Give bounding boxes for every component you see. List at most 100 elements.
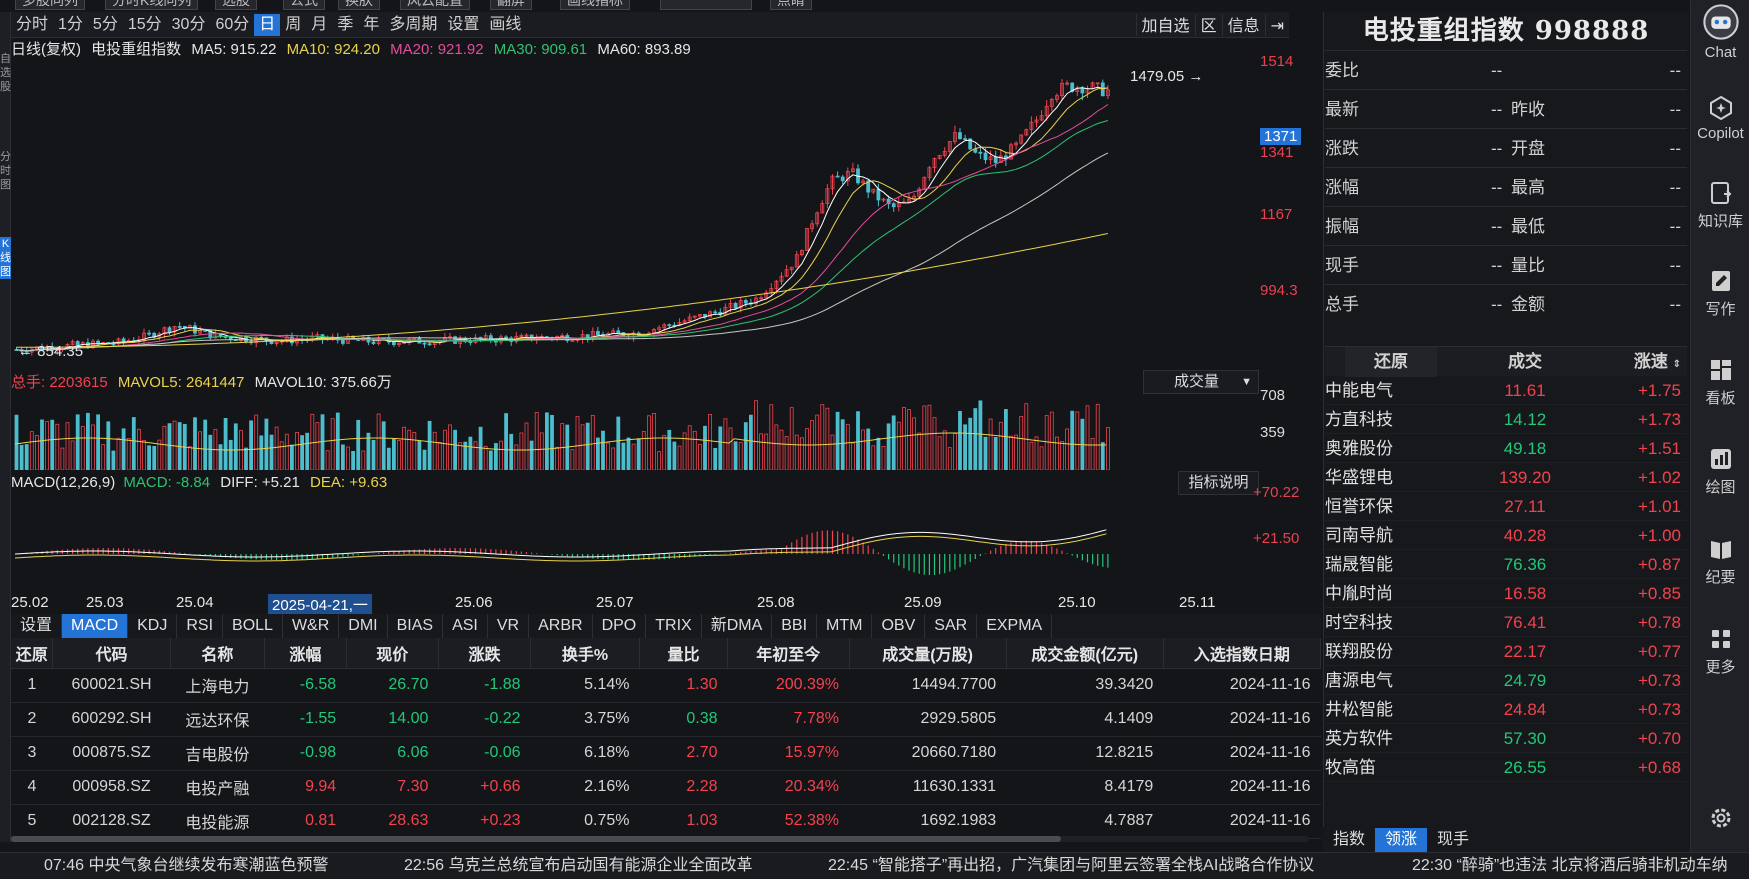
sidebar-chat[interactable]: Chat <box>1691 4 1749 61</box>
sidebar-dashboard[interactable]: 看板 <box>1691 357 1749 408</box>
tab-index[interactable]: 指数 <box>1333 831 1366 848</box>
column-header[interactable]: 涨跌 <box>438 638 532 669</box>
table-row[interactable]: 2 600292.SH 远达环保 -1.55 14.00 -0.22 3.75% 0.38 7.… <box>11 702 1321 737</box>
restore-column-header[interactable]: 还原 <box>1345 347 1437 377</box>
split-kline-button[interactable]: 分时K线同列 <box>105 0 199 10</box>
speed-column-header[interactable]: 涨速 ⇕ <box>1634 347 1681 380</box>
candlestick-chart[interactable] <box>11 60 1259 370</box>
left-tab-watchlist[interactable]: 自选股 <box>0 53 11 93</box>
period-month[interactable]: 月 <box>311 15 328 33</box>
column-header[interactable]: 入选指数日期 <box>1163 638 1322 669</box>
multi-stock-button[interactable]: 多股同列 <box>15 0 85 10</box>
volume-chart[interactable] <box>11 392 1259 470</box>
info-button[interactable]: 信息 <box>1221 14 1265 36</box>
sidebar-draw[interactable]: 绘图 <box>1691 446 1749 497</box>
column-header[interactable]: 代码 <box>52 638 171 669</box>
tab-leaders[interactable]: 领涨 <box>1375 828 1428 852</box>
indicator-tab[interactable]: ARBR <box>529 614 593 638</box>
indicator-tab[interactable]: MTM <box>817 614 873 638</box>
leader-row[interactable]: 瑞晟智能 76.36 +0.87 <box>1325 550 1687 579</box>
table-row[interactable]: 1 600021.SH 上海电力 -6.58 26.70 -1.88 5.14% 1.30 20… <box>11 668 1321 703</box>
period-day[interactable]: 日 <box>254 13 281 36</box>
indicator-tab[interactable]: DPO <box>593 614 647 638</box>
macd-chart[interactable] <box>11 492 1259 592</box>
trade-column-header[interactable]: 成交 <box>1508 352 1542 371</box>
indicator-tab[interactable]: 新DMA <box>702 614 773 638</box>
news-item[interactable]: 22:30 “醉骑”也违法 北京将酒后骑非机动车纳 <box>1412 857 1728 874</box>
dropdown-button[interactable] <box>660 0 752 10</box>
sidebar-write[interactable]: 写作 <box>1691 268 1749 319</box>
stock-picker-button[interactable]: 选股 <box>215 0 257 10</box>
period-settings[interactable]: 设置 <box>447 15 480 33</box>
period-5m[interactable]: 5分 <box>92 15 118 33</box>
leader-row[interactable]: 恒誉环保 27.11 +1.01 <box>1325 492 1687 521</box>
news-item[interactable]: 07:46 中央气象台继续发布寒潮蓝色预警 <box>44 857 329 874</box>
period-60m[interactable]: 60分 <box>215 15 250 33</box>
column-header[interactable]: 年初至今 <box>727 638 850 669</box>
period-multi[interactable]: 多周期 <box>389 15 438 33</box>
left-tab-kline[interactable]: K线图 <box>0 237 11 279</box>
column-header[interactable]: 名称 <box>170 638 266 669</box>
indicator-tab[interactable]: DMI <box>339 614 388 638</box>
indicator-tab[interactable]: OBV <box>872 614 926 638</box>
period-30m[interactable]: 30分 <box>171 15 206 33</box>
indicator-help-button[interactable]: 指标说明 <box>1178 471 1259 495</box>
collapse-panel-icon[interactable]: ⇥ <box>1264 14 1289 36</box>
indicator-tab[interactable]: BOLL <box>223 614 283 638</box>
column-header[interactable]: 还原 <box>11 638 54 669</box>
column-header[interactable]: 量比 <box>639 638 728 669</box>
indicator-tab[interactable]: MACD <box>62 614 129 638</box>
sidebar-notes[interactable]: 纪要 <box>1691 536 1749 587</box>
indicator-tab[interactable]: 设置 <box>11 614 63 638</box>
indicator-tab[interactable]: TRIX <box>646 614 702 638</box>
leader-row[interactable]: 中能电气 11.61 +1.75 <box>1325 376 1687 405</box>
leader-row[interactable]: 牧高笛 26.55 +0.68 <box>1325 753 1687 782</box>
sidebar-more[interactable]: 更多 <box>1691 626 1749 677</box>
indicator-tab[interactable]: EXPMA <box>977 614 1053 638</box>
indicator-tab[interactable]: BBI <box>772 614 818 638</box>
column-header[interactable]: 涨幅 <box>264 638 347 669</box>
tab-ticks[interactable]: 现手 <box>1437 831 1470 848</box>
horizontal-scrollbar[interactable] <box>11 836 1308 842</box>
news-item[interactable]: 22:56 乌克兰总统宣布启动国有能源企业全面改革 <box>404 857 753 874</box>
volume-indicator-select[interactable]: 成交量 ▼ <box>1143 370 1259 394</box>
highlight-button[interactable]: 点睛 <box>770 0 812 10</box>
add-watchlist-button[interactable]: 加自选 <box>1135 14 1195 36</box>
period-week[interactable]: 周 <box>285 15 302 33</box>
leader-row[interactable]: 司南导航 40.28 +1.00 <box>1325 521 1687 550</box>
config-button[interactable]: 风云配置 <box>400 0 470 10</box>
indicator-tab[interactable]: W&R <box>283 614 340 638</box>
leader-row[interactable]: 奥雅股份 49.18 +1.51 <box>1325 434 1687 463</box>
news-item[interactable]: 22:45 “智能搭子”再出招，广汽集团与阿里云签署全栈AI战略合作协议 <box>828 857 1315 874</box>
sidebar-copilot[interactable]: Copilot <box>1691 95 1749 142</box>
leader-row[interactable]: 华盛锂电 139.20 +1.02 <box>1325 463 1687 492</box>
indicator-tab[interactable]: SAR <box>925 614 978 638</box>
sidebar-knowledge[interactable]: 知识库 <box>1691 180 1749 231</box>
leader-row[interactable]: 时空科技 76.41 +0.78 <box>1325 608 1687 637</box>
column-header[interactable]: 现价 <box>346 638 439 669</box>
indicator-tab[interactable]: ASI <box>443 614 488 638</box>
leader-row[interactable]: 联翔股份 22.17 +0.77 <box>1325 637 1687 666</box>
scrollbar-thumb[interactable] <box>11 836 1061 842</box>
period-quarter[interactable]: 季 <box>337 15 354 33</box>
leader-row[interactable]: 中胤时尚 16.58 +0.85 <box>1325 579 1687 608</box>
table-row[interactable]: 4 000958.SZ 电投产融 9.94 7.30 +0.66 2.16% 2.28 20.3… <box>11 770 1321 805</box>
table-row[interactable]: 3 000875.SZ 吉电股份 -0.98 6.06 -0.06 6.18% 2.70 15.… <box>11 736 1321 771</box>
period-year[interactable]: 年 <box>363 15 380 33</box>
leader-row[interactable]: 唐源电气 24.79 +0.73 <box>1325 666 1687 695</box>
column-header[interactable]: 换手% <box>530 638 641 669</box>
range-button[interactable]: 区 <box>1194 14 1222 36</box>
period-15m[interactable]: 15分 <box>127 15 162 33</box>
skin-button[interactable]: 换肤 <box>338 0 380 10</box>
leader-row[interactable]: 英方软件 57.30 +0.70 <box>1325 724 1687 753</box>
period-fenshi[interactable]: 分时 <box>16 15 49 33</box>
indicator-tab[interactable]: KDJ <box>128 614 178 638</box>
left-tab-timeshare[interactable]: 分时图 <box>0 151 11 191</box>
column-header[interactable]: 成交金额(亿元) <box>1006 638 1164 669</box>
leader-row[interactable]: 方直科技 14.12 +1.73 <box>1325 405 1687 434</box>
formula-button[interactable]: 公式 <box>283 0 325 10</box>
indicator-tab[interactable]: BIAS <box>388 614 444 638</box>
draw-indicator-button[interactable]: 画线指标 <box>560 0 630 10</box>
indicator-tab[interactable]: RSI <box>177 614 224 638</box>
period-draw[interactable]: 画线 <box>489 15 522 33</box>
